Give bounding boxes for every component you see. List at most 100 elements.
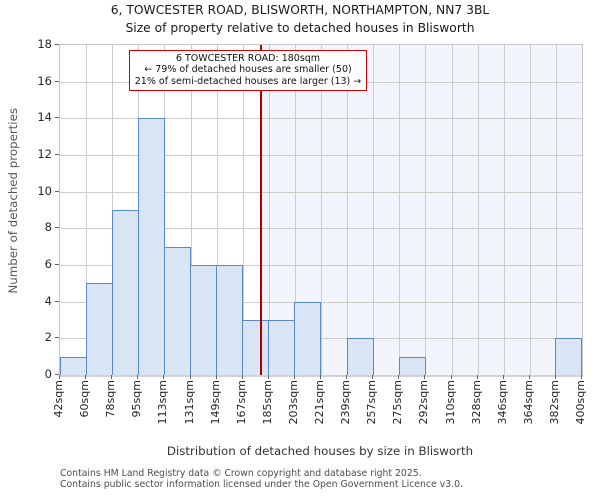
y-tick-mark xyxy=(55,264,59,265)
y-tick-label: 12 xyxy=(37,147,52,161)
histogram-bar xyxy=(163,246,191,375)
x-tick-label: 275sqm xyxy=(391,380,405,425)
vertical-gridline xyxy=(294,45,296,375)
vertical-gridline xyxy=(347,45,349,375)
y-tick-label: 18 xyxy=(37,37,52,51)
annotation-box: 6 TOWCESTER ROAD: 180sqm ← 79% of detach… xyxy=(129,50,367,92)
vertical-gridline xyxy=(529,45,531,375)
histogram-bar xyxy=(398,356,426,375)
x-tick-label: 203sqm xyxy=(286,380,300,425)
histogram-bar xyxy=(216,265,244,375)
y-tick-label: 6 xyxy=(44,257,52,271)
annotation-larger-stat: 21% of semi-detached houses are larger (… xyxy=(134,75,362,87)
histogram-bar xyxy=(85,283,113,375)
x-tick-mark xyxy=(85,375,87,379)
x-tick-mark xyxy=(476,375,478,379)
x-tick-label: 400sqm xyxy=(574,380,587,425)
y-tick-label: 0 xyxy=(44,367,52,381)
x-tick-mark xyxy=(241,375,243,379)
x-tick-mark xyxy=(137,375,139,379)
vertical-gridline xyxy=(451,45,453,375)
vertical-gridline xyxy=(164,45,166,375)
x-tick-label: 239sqm xyxy=(339,380,353,425)
vertical-gridline xyxy=(425,45,427,375)
vertical-gridline xyxy=(503,45,505,375)
x-tick-label: 292sqm xyxy=(417,380,431,425)
x-tick-label: 382sqm xyxy=(547,380,561,425)
y-tick-mark xyxy=(55,80,59,82)
histogram-bar xyxy=(555,338,583,375)
x-tick-label: 167sqm xyxy=(234,380,248,425)
y-tick-label: 4 xyxy=(44,293,52,308)
vertical-gridline xyxy=(399,45,401,375)
x-tick-label: 328sqm xyxy=(469,380,483,425)
histogram-bar xyxy=(190,265,218,375)
x-tick-label: 346sqm xyxy=(495,380,509,425)
x-tick-mark xyxy=(320,375,321,379)
vertical-gridline xyxy=(86,45,88,375)
y-tick-mark xyxy=(55,190,59,192)
x-tick-label: 60sqm xyxy=(78,380,92,418)
x-tick-mark xyxy=(267,375,269,379)
histogram-bar xyxy=(294,301,322,375)
x-tick-mark xyxy=(528,375,530,379)
x-tick-label: 131sqm xyxy=(182,380,196,425)
x-tick-mark xyxy=(554,375,556,379)
x-tick-label: 42sqm xyxy=(52,380,65,418)
x-tick-mark xyxy=(293,375,295,379)
x-tick-mark xyxy=(398,375,400,379)
histogram-bar xyxy=(346,338,374,375)
y-tick-mark xyxy=(55,154,59,155)
vertical-gridline xyxy=(268,45,270,375)
chart-subtitle: Size of property relative to detached ho… xyxy=(125,21,475,35)
x-tick-mark xyxy=(450,375,452,379)
vertical-gridline xyxy=(190,45,192,375)
vertical-gridline xyxy=(555,45,557,375)
histogram-bar xyxy=(137,118,165,375)
y-tick-mark xyxy=(55,227,59,229)
x-tick-mark xyxy=(346,375,348,379)
x-tick-mark xyxy=(581,375,582,379)
y-tick-mark xyxy=(55,337,59,339)
x-tick-mark xyxy=(59,375,60,379)
x-tick-mark xyxy=(502,375,504,379)
x-axis-title: Distribution of detached houses by size … xyxy=(166,444,474,458)
marker-line xyxy=(260,45,262,375)
y-tick-label: 14 xyxy=(37,110,52,125)
vertical-gridline xyxy=(216,45,218,375)
y-tick-label: 16 xyxy=(37,73,52,88)
y-tick-mark xyxy=(55,117,59,119)
plot-area xyxy=(59,44,583,377)
footer-attribution-line1: Contains HM Land Registry data © Crown c… xyxy=(60,468,422,479)
histogram-bar xyxy=(59,356,87,375)
x-tick-label: 221sqm xyxy=(313,380,326,425)
x-tick-label: 310sqm xyxy=(443,380,457,425)
y-tick-mark xyxy=(55,44,59,45)
x-tick-label: 78sqm xyxy=(104,380,118,418)
y-tick-label: 10 xyxy=(37,183,52,198)
x-tick-mark xyxy=(372,375,374,379)
chart-title: 6, TOWCESTER ROAD, BLISWORTH, NORTHAMPTO… xyxy=(110,3,490,17)
annotation-property-size: 6 TOWCESTER ROAD: 180sqm xyxy=(175,53,321,64)
annotation-smaller-stat: ← 79% of detached houses are smaller (50… xyxy=(144,64,352,76)
vertical-gridline xyxy=(242,45,244,375)
x-tick-label: 113sqm xyxy=(156,380,170,425)
x-tick-label: 185sqm xyxy=(260,380,274,425)
x-tick-label: 149sqm xyxy=(208,380,222,425)
x-tick-label: 364sqm xyxy=(521,380,535,425)
y-tick-mark xyxy=(55,300,59,302)
x-tick-mark xyxy=(189,375,191,379)
x-tick-label: 257sqm xyxy=(365,380,379,425)
x-tick-mark xyxy=(163,375,165,379)
vertical-gridline xyxy=(477,45,479,375)
y-tick-label: 2 xyxy=(44,330,52,345)
x-tick-mark xyxy=(424,375,426,379)
histogram-bar xyxy=(268,320,296,375)
y-tick-mark xyxy=(55,374,59,375)
x-tick-mark xyxy=(111,375,113,379)
x-tick-label: 95sqm xyxy=(130,380,144,418)
histogram-bar xyxy=(242,320,270,375)
x-tick-mark xyxy=(215,375,217,379)
vertical-gridline xyxy=(373,45,375,375)
